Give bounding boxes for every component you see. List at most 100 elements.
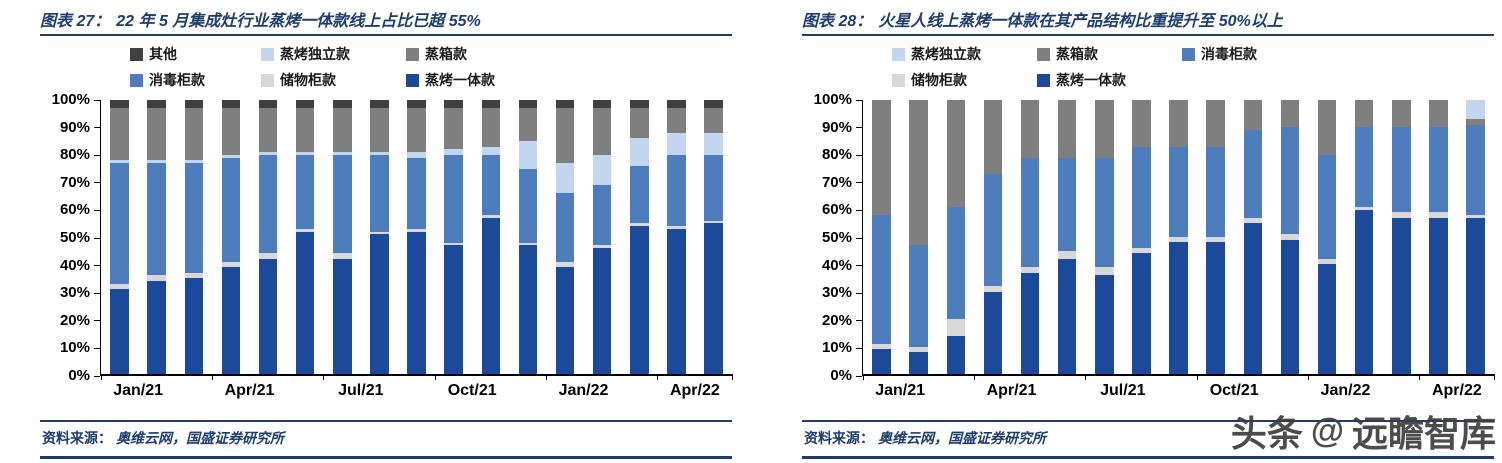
segment-其他 <box>555 100 575 109</box>
segment-消毒柜款 <box>1132 146 1151 248</box>
legend-label: 其他 <box>149 46 177 62</box>
legend-label: 蒸箱款 <box>1056 46 1098 62</box>
segment-储物柜款 <box>1429 212 1448 218</box>
bar-May/22 <box>695 100 732 374</box>
y-axis-tick <box>856 347 862 349</box>
segment-蒸烤一体款 <box>983 291 1003 374</box>
segment-蒸烤一体款 <box>110 289 129 374</box>
bars <box>101 100 732 374</box>
y-axis-tick <box>94 237 100 239</box>
bar-Jul/21 <box>1086 100 1123 374</box>
bar-Jan/21 <box>863 100 900 374</box>
segment-消毒柜款 <box>518 168 538 243</box>
bar-Feb/22 <box>1346 100 1383 374</box>
figure-28-legend: 蒸烤独立款 蒸箱款 消毒柜款 储物柜款 蒸烤一体款 <box>892 44 1257 90</box>
stacked-bar <box>295 100 315 374</box>
y-axis-label: 70% <box>821 173 852 191</box>
segment-蒸烤独立款 <box>184 160 204 164</box>
y-axis-label: 90% <box>59 118 90 136</box>
segment-蒸烤一体款 <box>518 245 538 374</box>
segment-消毒柜款 <box>481 154 501 216</box>
segment-蒸烤独立款 <box>1466 100 1485 120</box>
stacked-bar <box>1095 100 1114 374</box>
bar-May/21 <box>250 100 287 374</box>
figure-28-label: 图表 28： <box>802 13 873 30</box>
segment-储物柜款 <box>295 228 315 232</box>
stacked-bar <box>667 100 686 374</box>
segment-消毒柜款 <box>1206 146 1225 238</box>
segment-蒸烤独立款 <box>110 160 129 164</box>
plot: Jan/21 Apr/21 Jul/21 Oct/21 Jan/22 Apr/22 <box>100 100 733 399</box>
figure-28-title-row: 图表 28： 火星人线上蒸烤一体款在其产品结构比重提升至 50%以上 <box>802 4 1494 36</box>
legend-label: 蒸烤独立款 <box>911 46 981 62</box>
segment-蒸烤一体款 <box>704 223 723 374</box>
segment-蒸箱款 <box>258 108 278 153</box>
segment-蒸烤一体款 <box>370 234 389 374</box>
stacked-bar <box>1132 100 1151 374</box>
segment-蒸烤一体款 <box>1132 253 1151 374</box>
x-axis-tick <box>1196 374 1198 380</box>
segment-其他 <box>370 100 389 109</box>
segment-蒸烤一体款 <box>184 278 204 374</box>
segment-储物柜款 <box>407 228 426 232</box>
segment-蒸箱款 <box>1466 119 1485 125</box>
watermark-name: 远瞻智库 <box>1351 413 1496 454</box>
legend-label: 蒸烤一体款 <box>1056 72 1126 88</box>
segment-储物柜款 <box>1057 250 1077 259</box>
y-axis-tick <box>856 127 862 129</box>
figure-27-title: 22 年 5 月集成灶行业蒸烤一体款线上占比已超 55% <box>116 13 481 30</box>
segment-蒸烤一体款 <box>1243 223 1263 374</box>
segment-储物柜款 <box>1169 237 1188 243</box>
segment-储物柜款 <box>1132 247 1151 254</box>
bar-Oct/21 <box>435 100 472 374</box>
stacked-bar <box>1206 100 1225 374</box>
segment-消毒柜款 <box>110 163 129 284</box>
segment-蒸箱款 <box>147 108 166 161</box>
bar-Jun/21 <box>287 100 324 374</box>
segment-蒸烤一体款 <box>909 352 928 374</box>
y-axis-label: 60% <box>59 201 90 219</box>
y-axis-label: 0% <box>68 367 90 384</box>
segment-蒸烤一体款 <box>946 335 966 374</box>
segment-消毒柜款 <box>1429 127 1448 213</box>
segment-消毒柜款 <box>630 165 649 224</box>
segment-消毒柜款 <box>1169 146 1188 238</box>
segment-消毒柜款 <box>1280 127 1300 235</box>
segment-蒸箱款 <box>909 100 928 246</box>
segment-蒸烤一体款 <box>1057 258 1077 374</box>
x-axis-label: Oct/21 <box>447 382 497 399</box>
segment-蒸箱款 <box>221 108 241 155</box>
segment-消毒柜款 <box>147 163 166 276</box>
segment-其他 <box>481 100 501 109</box>
y-axis-label: 0% <box>830 367 852 384</box>
bar-Feb/22 <box>584 100 621 374</box>
bar-Apr/21 <box>974 100 1011 374</box>
legend-item: 蒸箱款 <box>406 44 495 64</box>
segment-蒸箱款 <box>1057 100 1077 158</box>
segment-蒸烤独立款 <box>370 152 389 155</box>
segment-消毒柜款 <box>333 154 352 254</box>
y-axis-label: 30% <box>59 284 90 302</box>
segment-蒸烤一体款 <box>221 267 241 374</box>
y-axis-tick <box>94 375 100 377</box>
segment-蒸箱款 <box>407 108 426 153</box>
segment-消毒柜款 <box>909 245 928 347</box>
segment-储物柜款 <box>667 226 686 229</box>
legend-swatch <box>261 73 274 87</box>
stacked-bar <box>1020 100 1040 374</box>
segment-蒸烤一体款 <box>1392 217 1411 374</box>
segment-蒸箱款 <box>184 108 204 161</box>
segment-其他 <box>184 100 204 109</box>
segment-消毒柜款 <box>1243 130 1263 218</box>
stacked-bar <box>370 100 389 374</box>
segment-消毒柜款 <box>1057 157 1077 251</box>
legend-swatch <box>892 47 905 61</box>
segment-消毒柜款 <box>946 206 966 320</box>
x-axis-tick <box>1307 374 1309 380</box>
segment-储物柜款 <box>1095 267 1114 276</box>
segment-其他 <box>704 100 723 109</box>
segment-蒸烤一体款 <box>1020 272 1040 374</box>
y-axis-label: 70% <box>59 173 90 191</box>
x-axis-tick <box>211 374 213 380</box>
